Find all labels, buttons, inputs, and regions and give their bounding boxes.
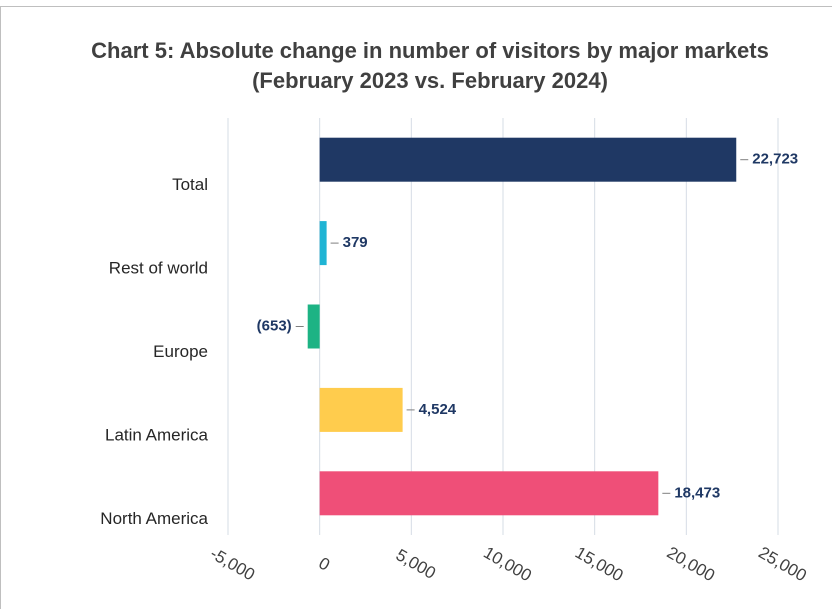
category-label: Rest of world	[109, 259, 208, 278]
bar	[307, 304, 320, 349]
category-label: North America	[100, 509, 208, 528]
bar	[319, 387, 403, 432]
marks	[307, 137, 737, 516]
bar	[319, 137, 737, 182]
value-label: 18,473	[674, 484, 720, 501]
chart-subtitle: (February 2023 vs. February 2024)	[252, 68, 608, 93]
bar	[319, 221, 327, 266]
value-label: (653)	[257, 317, 292, 334]
category-label: Total	[172, 175, 208, 194]
chart-title: Chart 5: Absolute change in number of vi…	[91, 38, 769, 63]
value-label: 379	[343, 234, 368, 251]
category-label: Latin America	[105, 425, 209, 444]
value-label: 4,524	[419, 401, 457, 418]
category-label: Europe	[153, 342, 208, 361]
value-label: 22,723	[752, 151, 798, 168]
bar	[319, 471, 659, 516]
